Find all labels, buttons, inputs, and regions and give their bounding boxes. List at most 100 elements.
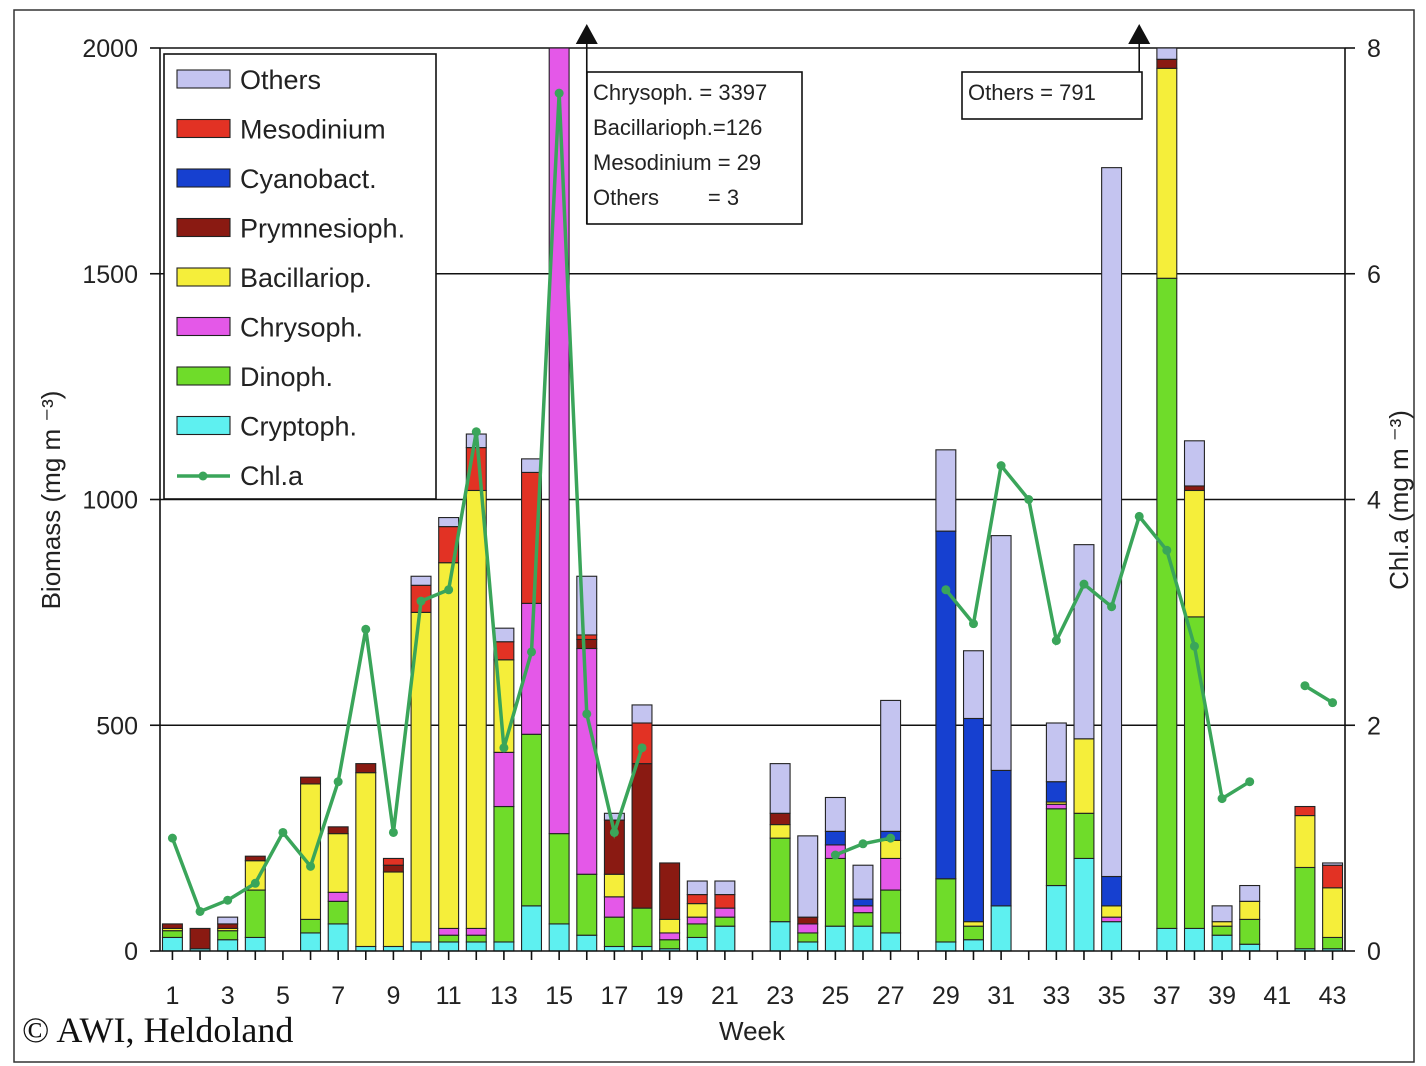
bar-segment [714, 925, 736, 952]
x-tick-label: 29 [932, 982, 960, 1010]
bar-segment [1211, 934, 1233, 952]
bar-segment [1322, 864, 1344, 889]
x-tick-label: 5 [276, 982, 290, 1010]
bar-segment [686, 936, 708, 952]
bar-segment [1045, 781, 1067, 803]
bar-segment [493, 627, 515, 643]
bar-segment [1101, 875, 1123, 907]
bar-segment [1211, 905, 1233, 923]
legend-swatch [176, 267, 231, 287]
x-tick-label: 15 [545, 982, 573, 1010]
bar-segment [631, 763, 653, 909]
chl-a-line-segment [1304, 684, 1334, 705]
bar-segment [438, 934, 460, 943]
bar-segment [1294, 866, 1316, 950]
bar-segment [824, 796, 846, 832]
annotation-text: Mesodinium = 29 [593, 150, 761, 175]
bar-segment [300, 776, 322, 785]
bar-segment [548, 923, 570, 952]
annotations: Chrysoph. = 3397 Bacillarioph.=126 Mesodin… [575, 24, 1151, 225]
bar-segment [1045, 722, 1067, 783]
bar-segment [521, 458, 543, 473]
bar-segment [438, 562, 460, 929]
bar-segment [631, 722, 653, 765]
bar-segment [714, 907, 736, 918]
bar-segment [1101, 921, 1123, 952]
chl-a-line [167, 88, 1338, 916]
bar-segment [382, 864, 404, 873]
bar-segment [410, 575, 432, 586]
bar-segment [631, 704, 653, 724]
bar-segment [355, 772, 377, 948]
bar-segment [1294, 805, 1316, 817]
y2-axis-label: Chl.a (mg m ⁻³) [1384, 410, 1414, 590]
bar-segment [161, 930, 183, 939]
bar-segment [382, 857, 404, 866]
x-tick-label: 3 [221, 982, 235, 1010]
legend-swatch [176, 217, 231, 238]
legend-label: Mesodinium [240, 115, 386, 145]
x-tick-label: 31 [987, 982, 1015, 1010]
bar-segment [161, 923, 183, 929]
annotation-box [586, 71, 803, 225]
bar-segment [161, 936, 183, 952]
bar-segment [714, 894, 736, 909]
legend-swatch [176, 415, 231, 436]
x-tick-label: 21 [711, 982, 739, 1010]
bar-segment [769, 763, 791, 814]
bar-segment [576, 638, 598, 650]
bar-segment [852, 905, 874, 914]
bar-segment [1183, 485, 1205, 492]
bar-segment [576, 634, 598, 641]
bar-segment [880, 889, 902, 934]
bar-segment [1294, 814, 1316, 869]
bar-segment [962, 925, 984, 941]
x-axis-label: Week [719, 1016, 786, 1046]
bar-segment [935, 530, 957, 880]
bar-segment [1156, 927, 1178, 952]
bar-segment [797, 932, 819, 943]
bar-segment [769, 921, 791, 952]
bar-segment [438, 941, 460, 952]
bar-segment [797, 941, 819, 952]
bar-segment [493, 751, 515, 808]
bar-segment [631, 907, 653, 948]
legend-label: Chrysoph. [240, 313, 363, 343]
x-tick-label: 11 [436, 982, 462, 1010]
bar-segment [852, 912, 874, 927]
legend-swatch [176, 118, 231, 139]
bar-segment [686, 923, 708, 939]
bar-segment [1183, 489, 1205, 618]
bar-segment [824, 830, 846, 846]
bar-segment [300, 918, 322, 934]
annotation-text: Others = 3 [593, 185, 739, 210]
bar-segment [244, 936, 266, 952]
x-tick-label: 43 [1319, 982, 1347, 1010]
bar-segment [1239, 918, 1261, 945]
bar-segment [797, 923, 819, 934]
bar-segment [659, 932, 681, 941]
chl-a-line-segment [834, 836, 891, 857]
y-axis-label: Biomass (mg m ⁻³) [36, 391, 66, 610]
bar-segment [659, 939, 681, 950]
bar-segment [686, 894, 708, 905]
bar-segment [769, 812, 791, 826]
x-tick-label: 41 [1263, 982, 1291, 1010]
annotation-text: Others = 791 [968, 80, 1096, 105]
x-tick-label: 23 [766, 982, 794, 1010]
bar-segment [824, 925, 846, 952]
legend-swatch [176, 316, 231, 337]
bar-segment [1239, 884, 1261, 902]
bar-segment [1322, 862, 1344, 866]
bar-segment [714, 880, 736, 896]
bar-segment [1045, 884, 1067, 952]
bar-segment [217, 916, 239, 925]
x-tick-label: 13 [490, 982, 518, 1010]
annotation-arrowhead [575, 24, 598, 44]
annotation-box [961, 71, 1143, 120]
bar-segment [465, 941, 487, 952]
bar-segment [438, 927, 460, 936]
bar-segment [1156, 277, 1178, 929]
